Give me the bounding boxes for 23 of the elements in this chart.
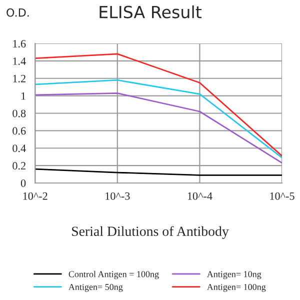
y-tick-label: 0.2 <box>12 162 26 170</box>
legend-label: Control Antigen = 100ng <box>68 270 159 280</box>
y-tick-label: 0.8 <box>12 110 26 118</box>
x-tick-label: 10^-4 <box>188 192 212 200</box>
y-tick-label: 0.4 <box>12 144 26 152</box>
chart-title: ELISA Result <box>100 5 202 18</box>
y-tick-label: 1.4 <box>13 57 26 65</box>
y-tick-label: 0.6 <box>12 127 26 135</box>
x-tick-label: 10^-2 <box>23 192 48 200</box>
y-tick-label: 1 <box>21 92 26 100</box>
line-series <box>35 92 282 164</box>
y-tick-label: 1.2 <box>13 74 26 82</box>
y-tick-label: 1.6 <box>13 40 26 48</box>
x-tick-label: 10^-5 <box>270 192 294 200</box>
y-tick-label: 0 <box>20 179 26 187</box>
y-axis-title: O.D. <box>6 8 29 17</box>
legend-label: Antigen= 10ng <box>206 271 262 280</box>
line-series <box>35 53 282 157</box>
legend-label: Antigen= 50ng <box>68 284 123 292</box>
x-tick-label: 10^-3 <box>106 192 130 200</box>
line-series <box>35 79 282 158</box>
x-axis-title: Serial Dilutions of Antibody <box>72 226 229 239</box>
legend-label: Antigen= 100ng <box>206 284 266 292</box>
